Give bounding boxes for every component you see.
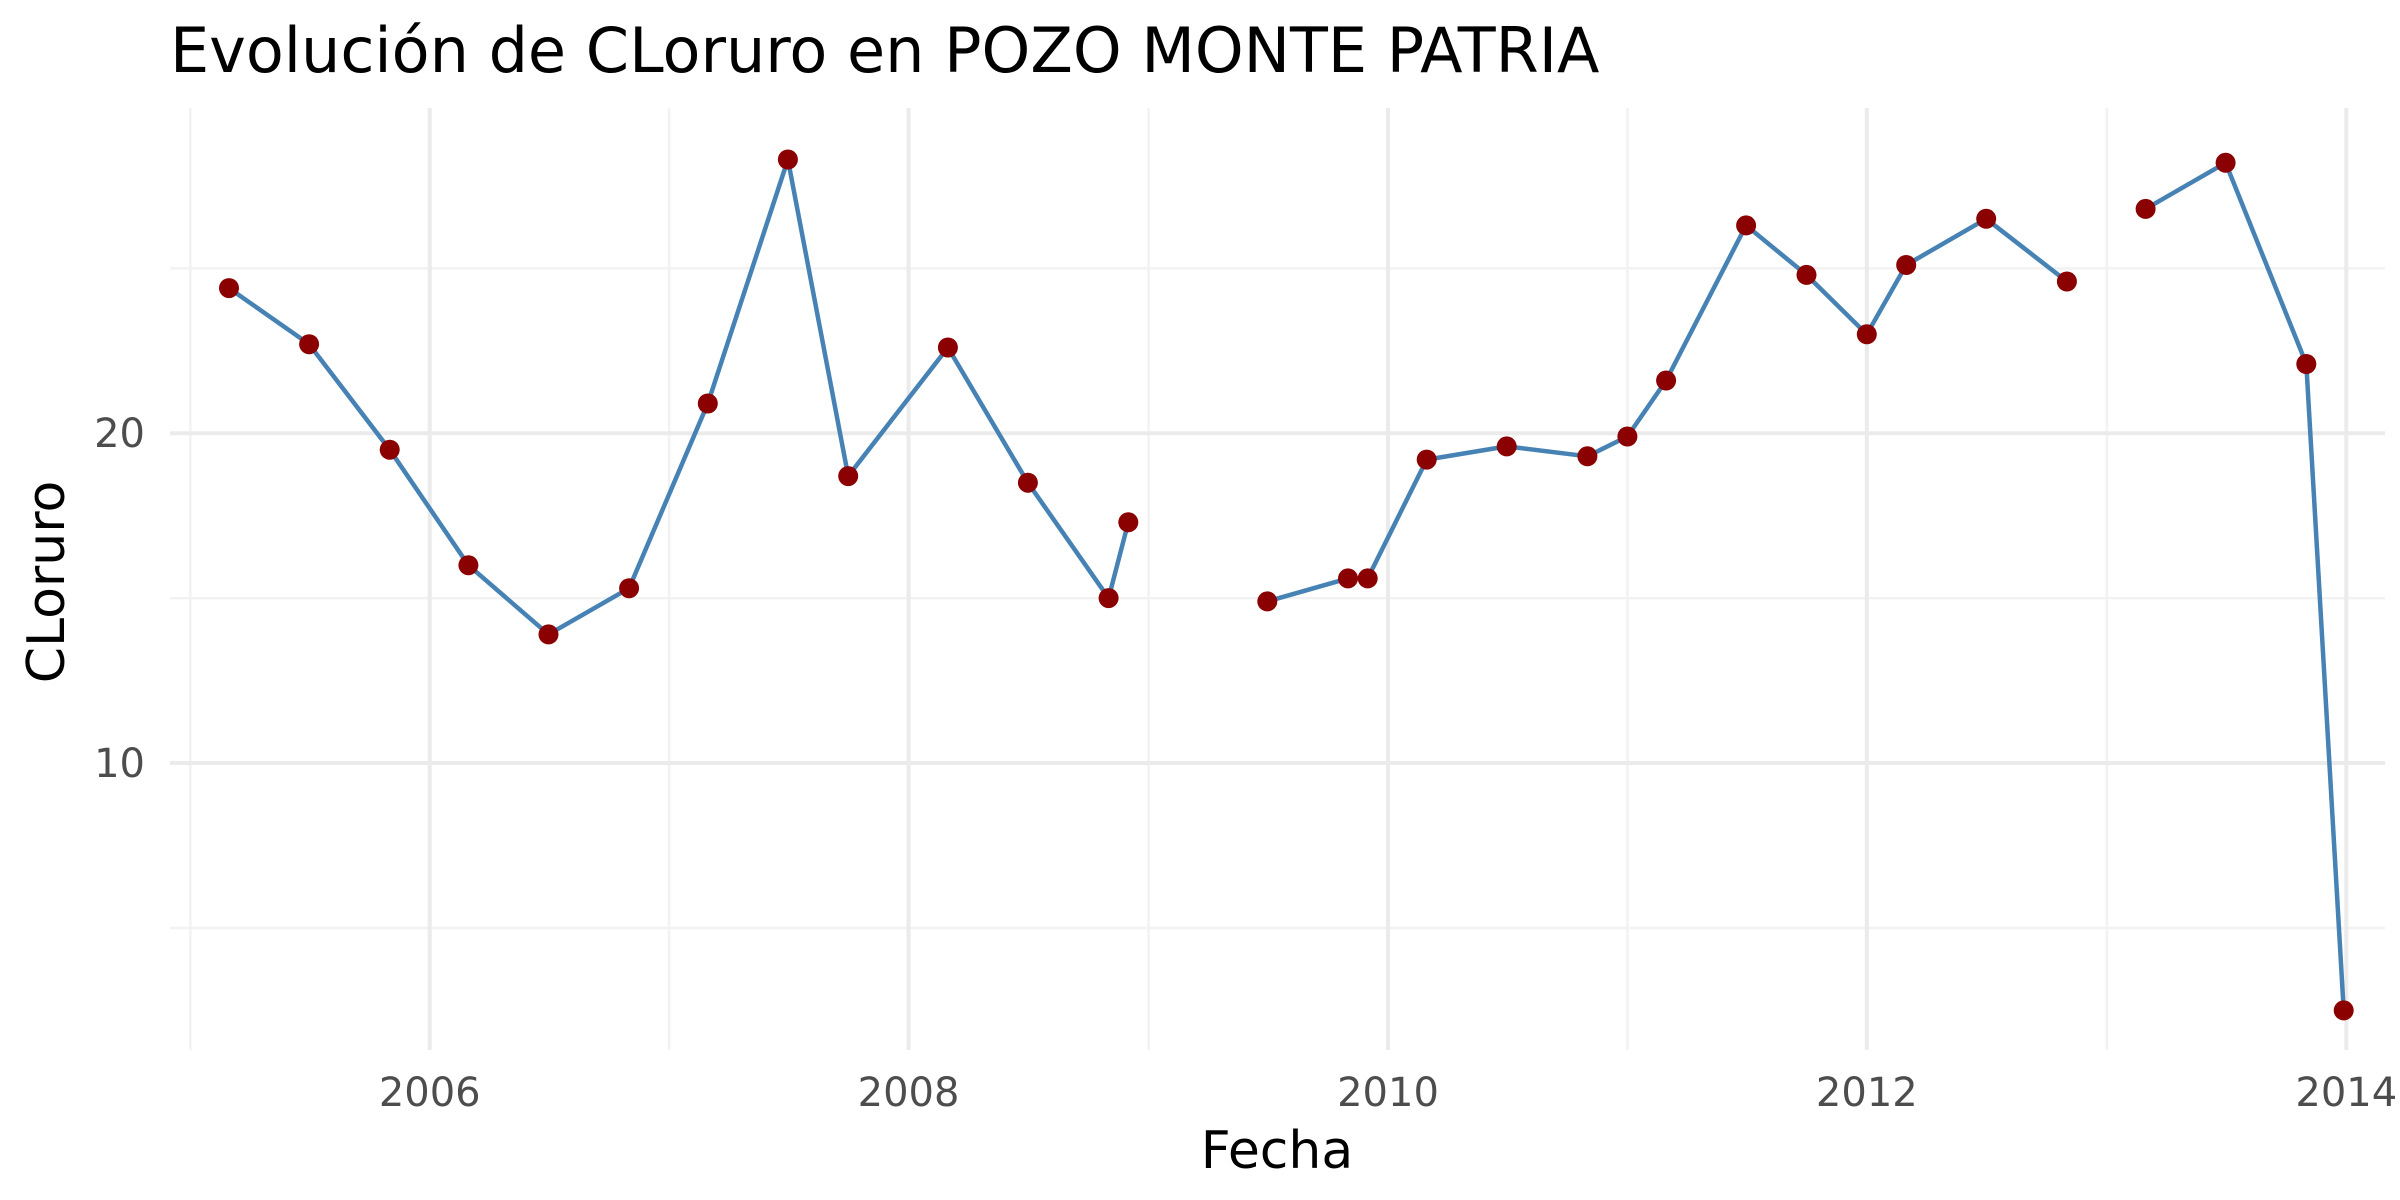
data-point — [1577, 446, 1598, 467]
data-point — [1656, 370, 1677, 391]
data-point — [538, 624, 559, 645]
series-points — [219, 149, 2354, 1021]
x-tick-label: 2010 — [1337, 1070, 1439, 1116]
data-point — [619, 578, 640, 599]
data-point — [2333, 1000, 2354, 1021]
x-tick-label: 2014 — [2295, 1070, 2397, 1116]
data-point — [1338, 568, 1358, 589]
data-point — [1357, 568, 1378, 589]
y-axis-title: CLoruro — [17, 481, 77, 684]
data-point — [1098, 588, 1119, 609]
chart-title: Evolución de CLoruro en POZO MONTE PATRI… — [170, 14, 1599, 87]
data-point — [299, 334, 320, 355]
data-point — [937, 337, 958, 358]
data-point — [838, 466, 859, 487]
data-point — [697, 393, 718, 414]
data-point — [1796, 264, 1817, 285]
data-point — [2135, 198, 2156, 219]
data-point — [1257, 591, 1278, 612]
data-point — [1736, 215, 1757, 236]
x-tick-label: 2008 — [858, 1070, 960, 1116]
series-line-segment — [1266, 216, 2069, 604]
y-tick-label: 20 — [94, 411, 145, 457]
data-point — [2215, 152, 2236, 173]
x-tick-label: 2006 — [379, 1070, 481, 1116]
data-point — [1017, 472, 1038, 493]
data-point — [2296, 354, 2317, 374]
data-point — [1617, 426, 1638, 447]
data-point — [777, 149, 798, 170]
data-point — [1856, 324, 1877, 345]
data-point — [1118, 512, 1139, 533]
data-point — [1416, 449, 1437, 470]
x-tick-labels: 2006 2008 2010 2012 2014 — [379, 1070, 2397, 1116]
x-axis-title: Fecha — [1201, 1121, 1353, 1181]
data-point — [1976, 208, 1997, 229]
data-point — [2056, 271, 2077, 292]
y-tick-label: 10 — [94, 741, 145, 787]
data-point — [458, 555, 479, 576]
data-point — [1496, 436, 1517, 457]
data-point — [1896, 255, 1917, 275]
x-tick-label: 2012 — [1816, 1070, 1918, 1116]
y-tick-labels: 10 20 — [94, 411, 145, 787]
major-gridlines — [170, 108, 2385, 1050]
series-line-segment — [2144, 160, 2346, 1011]
data-point — [379, 439, 400, 460]
data-point — [219, 278, 239, 299]
